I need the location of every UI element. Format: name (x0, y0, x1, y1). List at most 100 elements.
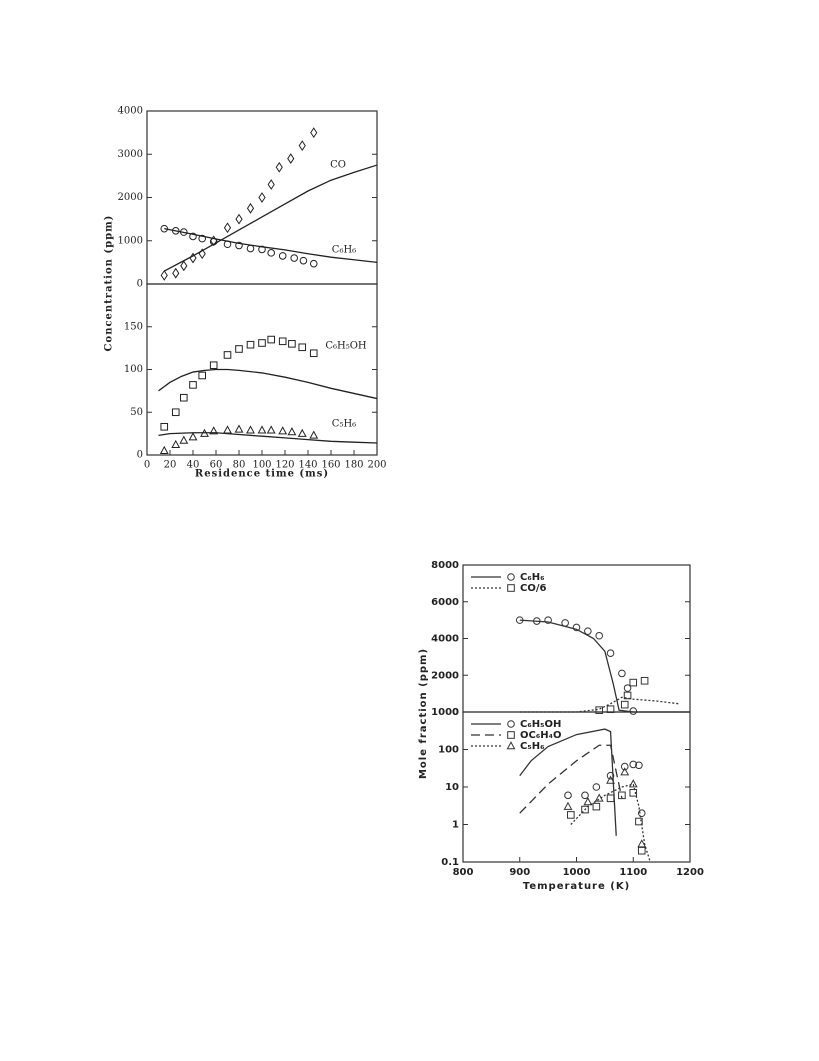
marker (246, 202, 255, 214)
marker (629, 707, 638, 715)
marker (299, 256, 308, 265)
marker (258, 339, 266, 347)
x-tick-label: 0 (144, 460, 150, 471)
marker (620, 700, 629, 709)
marker (564, 791, 572, 800)
marker (606, 771, 615, 780)
marker (581, 791, 589, 800)
marker (258, 245, 266, 254)
marker (275, 161, 283, 173)
marker (278, 252, 287, 260)
figure-2: 0 2000 4000 6000 8000 Mole fraction (ppm) C₆H₆… (418, 560, 704, 892)
marker (246, 340, 255, 349)
marker (172, 267, 180, 279)
marker (561, 619, 569, 627)
x-tick-label: 900 (509, 867, 530, 878)
y-tick-label: 1000 (431, 707, 459, 718)
marker (629, 760, 638, 769)
marker (290, 254, 299, 262)
marker (246, 425, 255, 434)
series-line (519, 696, 679, 713)
x-tick-label: 140 (298, 460, 317, 471)
marker (223, 222, 232, 234)
marker (507, 731, 515, 739)
marker (180, 228, 188, 236)
marker (180, 260, 188, 272)
y-tick-label: 4000 (118, 106, 143, 117)
x-tick-label: 20 (164, 460, 177, 471)
marker (180, 393, 188, 402)
marker (159, 445, 169, 455)
marker (257, 425, 267, 434)
marker (637, 846, 646, 855)
marker (594, 793, 604, 802)
x-tick-label: 1000 (563, 867, 591, 878)
marker (635, 761, 643, 770)
series-line (158, 432, 378, 444)
marker (592, 802, 601, 811)
marker (507, 720, 515, 728)
marker (629, 789, 638, 797)
legend-label: C₅H₆ (520, 741, 544, 752)
y-axis-label: Mole fraction (ppm) (418, 648, 429, 779)
series-line (163, 164, 378, 272)
y-tick-label: 150 (124, 321, 143, 332)
marker (171, 408, 180, 417)
marker (189, 232, 197, 241)
legend-label: C₆H₆ (520, 572, 544, 583)
marker (160, 422, 169, 431)
annotation: CO (330, 160, 346, 171)
series-line (519, 744, 623, 814)
marker (584, 627, 592, 635)
x-tick-label: 1100 (619, 867, 647, 878)
x-tick-label: 180 (344, 460, 363, 471)
marker (298, 343, 307, 352)
marker (223, 425, 232, 434)
annotation: C₆H₅OH (325, 341, 367, 352)
marker (188, 432, 198, 441)
annotation: C₆H₆ (332, 245, 356, 256)
series-line (519, 728, 617, 836)
marker (592, 783, 601, 791)
x-tick-label: 100 (252, 460, 271, 471)
y-tick-label: 6000 (431, 597, 459, 608)
y-axis-label: Concentration (ppm) (104, 215, 115, 352)
marker (209, 237, 218, 246)
marker (567, 811, 575, 819)
x-tick-label: 80 (233, 460, 246, 471)
marker (234, 424, 244, 433)
marker (223, 351, 232, 359)
y-tick-label: 3000 (118, 149, 143, 160)
marker (618, 669, 626, 678)
marker (310, 127, 318, 139)
marker (266, 425, 276, 434)
marker (267, 335, 275, 344)
marker (160, 224, 169, 233)
y-tick-label: 100 (438, 745, 459, 756)
marker (629, 678, 638, 687)
marker (198, 248, 206, 260)
series-line (519, 619, 690, 713)
marker (288, 340, 296, 348)
y-tick-label: 2000 (431, 670, 459, 681)
y-tick-label: 2000 (118, 192, 143, 203)
marker (595, 631, 604, 640)
legend-label: CO/6 (520, 583, 546, 594)
marker (200, 428, 209, 437)
marker (287, 427, 297, 436)
marker (640, 676, 649, 685)
x-tick-label: 60 (210, 460, 223, 471)
marker (635, 817, 643, 826)
marker (189, 381, 197, 389)
y-tick-label: 10 (445, 782, 459, 793)
marker (209, 361, 218, 370)
marker (572, 623, 581, 632)
y-tick-label: 0 (137, 279, 143, 290)
y-tick-label: 0 (452, 707, 459, 718)
legend-label: OC₆H₄O (520, 730, 561, 741)
marker (179, 435, 189, 444)
marker (287, 153, 295, 164)
marker (623, 691, 632, 700)
